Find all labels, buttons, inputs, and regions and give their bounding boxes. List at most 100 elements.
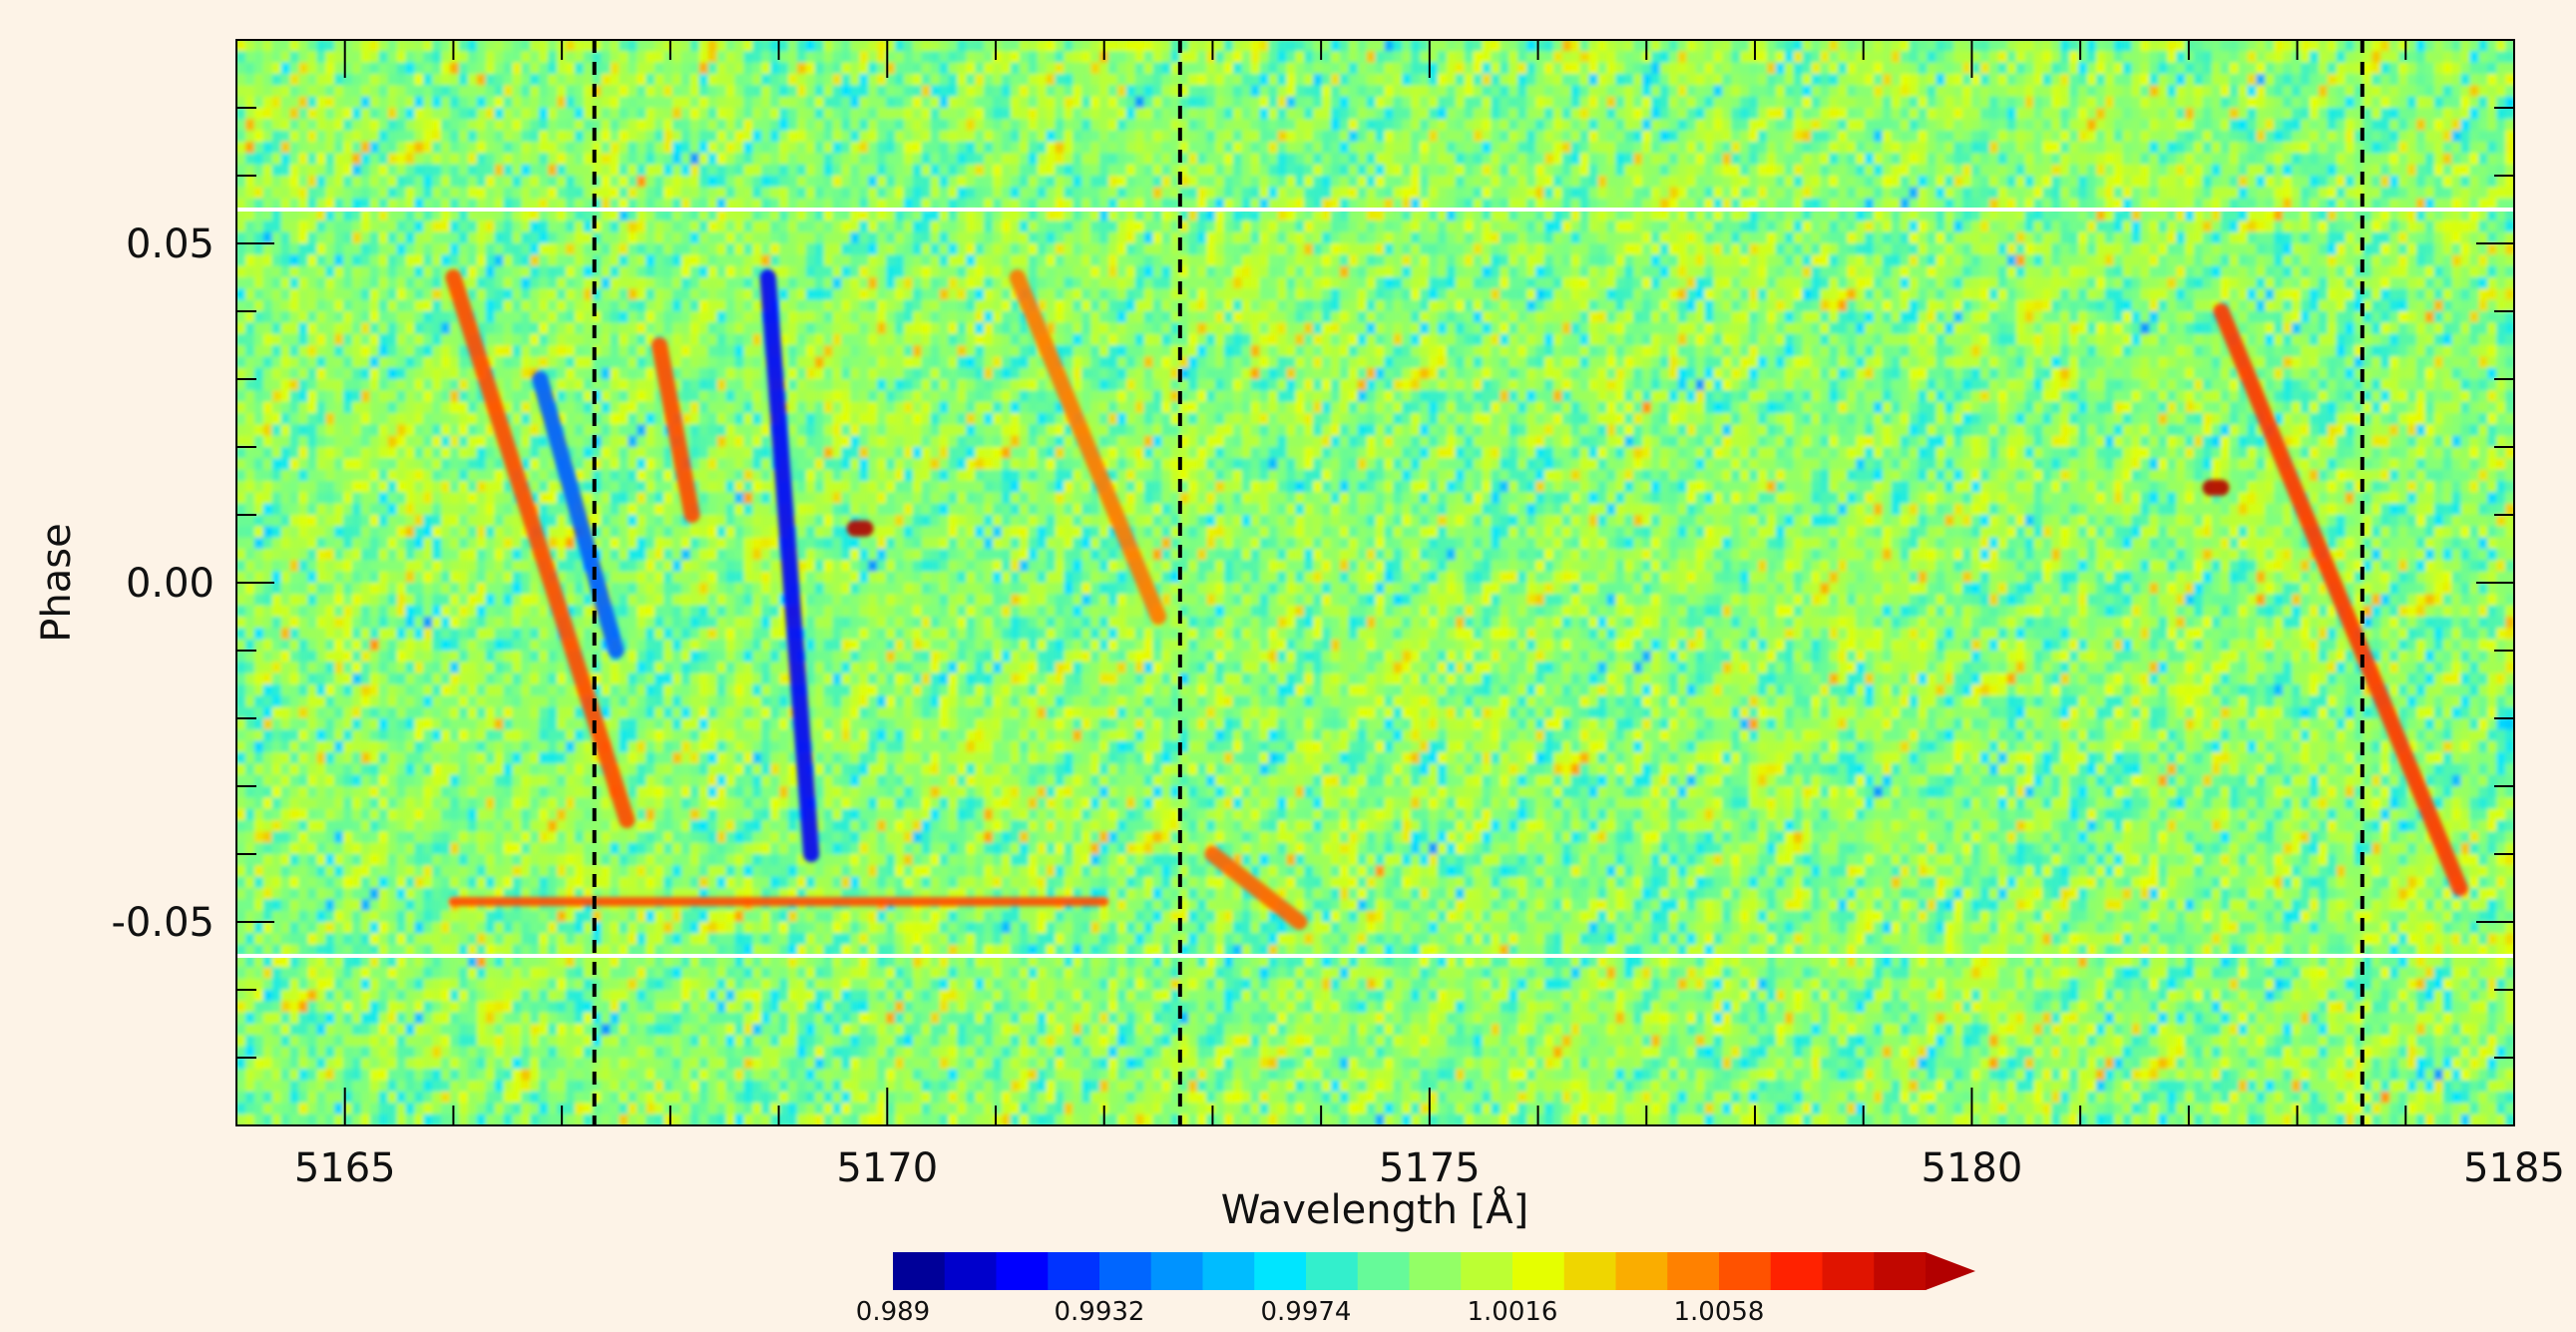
heat-cell [388, 40, 398, 52]
heat-cell [1047, 108, 1057, 120]
heat-cell [993, 254, 1003, 266]
heat-cell [2310, 108, 2320, 120]
heat-cell [2319, 232, 2329, 244]
heat-cell [1340, 153, 1350, 165]
heat-cell [1820, 221, 1830, 232]
heat-cell [2149, 153, 2159, 165]
heat-cell [352, 153, 362, 165]
heat-cell [2221, 108, 2231, 120]
heat-cell [1411, 153, 1421, 165]
heat-cell [1722, 176, 1732, 188]
heat-cell [708, 254, 718, 266]
heat-cell [2203, 142, 2213, 154]
heat-cell [1811, 51, 1821, 63]
heat-cell [2176, 142, 2186, 154]
heat-cell [904, 97, 914, 109]
heat-cell [1544, 176, 1554, 188]
heat-cell [361, 119, 371, 131]
heat-cell [833, 165, 843, 177]
heat-cell [1919, 221, 1929, 232]
heat-cell [2407, 153, 2417, 165]
heat-cell [1953, 108, 1963, 120]
heat-cell [307, 85, 317, 97]
heat-cell [1295, 74, 1305, 86]
heat-cell [1535, 51, 1545, 63]
heat-cell [1847, 187, 1857, 199]
heat-cell [405, 74, 415, 86]
heat-cell [334, 40, 344, 52]
heat-cell [468, 243, 478, 255]
heat-cell [343, 254, 353, 266]
heat-cell [2328, 85, 2338, 97]
heat-cell [512, 131, 522, 143]
heat-cell [584, 243, 594, 255]
heat-cell [1892, 221, 1902, 232]
heat-cell [2460, 85, 2470, 97]
heat-cell [361, 232, 371, 244]
heat-cell [824, 232, 834, 244]
heat-cell [1260, 63, 1270, 75]
heat-cell [2292, 97, 2302, 109]
heat-cell [2140, 51, 2150, 63]
heat-cell [2176, 176, 2186, 188]
heat-cell [281, 85, 291, 97]
heat-cell [1669, 142, 1679, 154]
heat-cell [1910, 74, 1920, 86]
heat-cell [948, 232, 958, 244]
heat-cell [2239, 131, 2249, 143]
heat-cell [2087, 40, 2097, 52]
heat-cell [619, 232, 629, 244]
heat-cell [975, 176, 985, 188]
heat-cell [1704, 221, 1714, 232]
heat-cell [1535, 142, 1545, 154]
heat-cell [2328, 153, 2338, 165]
heat-cell [1785, 85, 1795, 97]
heat-cell [1919, 51, 1929, 63]
heat-cell [530, 165, 540, 177]
heat-cell [1064, 243, 1073, 255]
heat-cell [1322, 187, 1332, 199]
heat-cell [2239, 108, 2249, 120]
heat-cell [584, 153, 594, 165]
heat-cell [1811, 108, 1821, 120]
heat-cell [672, 165, 682, 177]
heat-cell [405, 187, 415, 199]
heat-cell [2460, 142, 2470, 154]
heat-cell [975, 97, 985, 109]
heat-cell [690, 243, 700, 255]
heat-cell [2460, 108, 2470, 120]
heat-cell [895, 119, 905, 131]
heat-cell [1081, 153, 1091, 165]
heat-cell [2398, 176, 2408, 188]
heat-cell [1687, 119, 1697, 131]
heat-cell [2452, 51, 2462, 63]
heat-cell [2132, 108, 2142, 120]
heat-cell [993, 221, 1003, 232]
heat-cell [815, 40, 825, 52]
heat-cell [504, 142, 514, 154]
heat-cell [2060, 63, 2070, 75]
heat-cell [334, 63, 344, 75]
heat-cell [2247, 40, 2257, 52]
heat-cell [2274, 232, 2284, 244]
heat-cell [717, 187, 727, 199]
heat-cell [1980, 221, 1990, 232]
heat-cell [966, 243, 976, 255]
heat-cell [2203, 165, 2213, 177]
heat-cell [2069, 221, 2079, 232]
heat-cell [1615, 108, 1625, 120]
heat-cell [352, 176, 362, 188]
heat-cell [1517, 153, 1527, 165]
heat-cell [611, 165, 621, 177]
heat-cell [1215, 97, 1225, 109]
heat-cell [2105, 243, 2115, 255]
heat-cell [886, 165, 896, 177]
heat-cell [1944, 85, 1954, 97]
heat-cell [1304, 232, 1314, 244]
heat-cell [966, 74, 976, 86]
heat-cell [486, 85, 496, 97]
heat-cell [414, 142, 424, 154]
heat-cell [1856, 243, 1866, 255]
heat-cell [1465, 131, 1475, 143]
heat-cell [2087, 108, 2097, 120]
